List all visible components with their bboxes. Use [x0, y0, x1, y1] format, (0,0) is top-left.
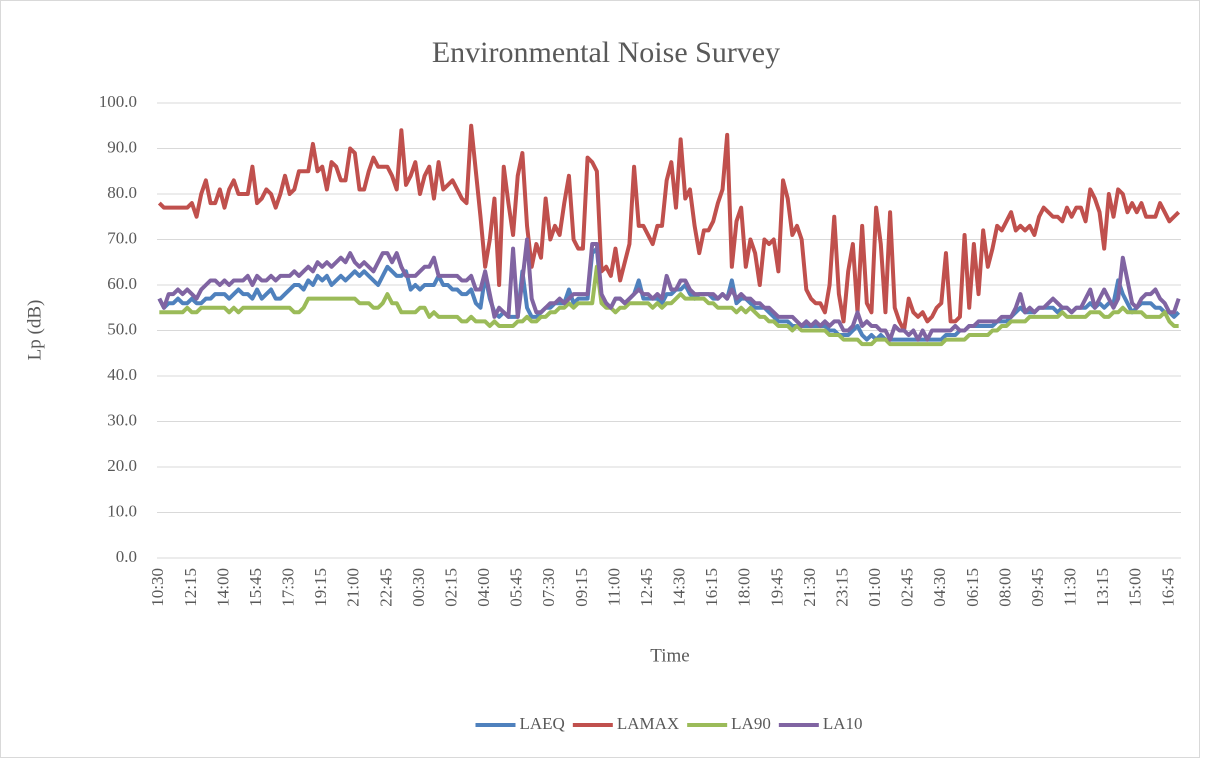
x-tick-label: 18:00 [735, 568, 754, 607]
x-tick-label: 04:30 [930, 568, 949, 607]
x-tick-label: 11:30 [1061, 568, 1080, 606]
x-tick-label: 02:45 [898, 568, 917, 607]
series-line [157, 237, 1181, 342]
x-tick-label: 08:00 [995, 568, 1014, 607]
legend-label: LA90 [731, 714, 771, 733]
series-line [157, 123, 1181, 333]
x-tick-label: 05:45 [507, 568, 526, 607]
y-tick-label: 80.0 [107, 183, 137, 202]
x-tick-label: 21:00 [344, 568, 363, 607]
x-tick-label: 19:15 [311, 568, 330, 607]
y-tick-label: 0.0 [116, 547, 137, 566]
x-tick-label: 06:15 [963, 568, 982, 607]
x-tick-label: 19:45 [767, 568, 786, 607]
x-tick-label: 17:30 [279, 568, 298, 607]
x-tick-label: 09:45 [1028, 568, 1047, 607]
x-tick-label: 14:30 [670, 568, 689, 607]
x-tick-label: 07:30 [539, 568, 558, 607]
series-line [159, 264, 1179, 347]
x-tick-label: 00:30 [409, 568, 428, 607]
y-tick-label: 30.0 [107, 410, 137, 429]
y-axis-title: Lp (dB) [24, 300, 45, 361]
x-tick-label: 04:00 [474, 568, 493, 607]
x-tick-label: 02:15 [441, 568, 460, 607]
x-tick-label: 16:45 [1158, 568, 1177, 607]
x-tick-label: 09:15 [572, 568, 591, 607]
legend-label: LAMAX [617, 714, 679, 733]
x-tick-label: 15:00 [1126, 568, 1145, 607]
y-tick-label: 60.0 [107, 274, 137, 293]
series-line [157, 246, 1181, 342]
y-tick-label: 90.0 [107, 137, 137, 156]
x-tick-label: 12:45 [637, 568, 656, 607]
x-axis-title: Time [650, 645, 689, 666]
x-tick-label: 16:15 [702, 568, 721, 607]
x-tick-label: 10:30 [148, 568, 167, 607]
x-tick-label: 11:00 [604, 568, 623, 606]
y-tick-label: 40.0 [107, 365, 137, 384]
legend-label: LAEQ [519, 714, 564, 733]
x-tick-label: 15:45 [246, 568, 265, 607]
y-tick-label: 10.0 [107, 501, 137, 520]
chart-title: Environmental Noise Survey [432, 36, 780, 69]
x-tick-label: 14:00 [213, 568, 232, 607]
x-tick-label: 01:00 [865, 568, 884, 607]
x-tick-label: 22:45 [376, 568, 395, 607]
x-tick-label: 23:15 [832, 568, 851, 607]
x-tick-label: 13:15 [1093, 568, 1112, 607]
x-tick-label: 12:15 [181, 568, 200, 607]
y-tick-label: 100.0 [99, 92, 137, 111]
x-tick-label: 21:30 [800, 568, 819, 607]
y-tick-label: 50.0 [107, 319, 137, 338]
y-tick-label: 70.0 [107, 228, 137, 247]
y-tick-label: 20.0 [107, 456, 137, 475]
legend-label: LA10 [823, 714, 863, 733]
